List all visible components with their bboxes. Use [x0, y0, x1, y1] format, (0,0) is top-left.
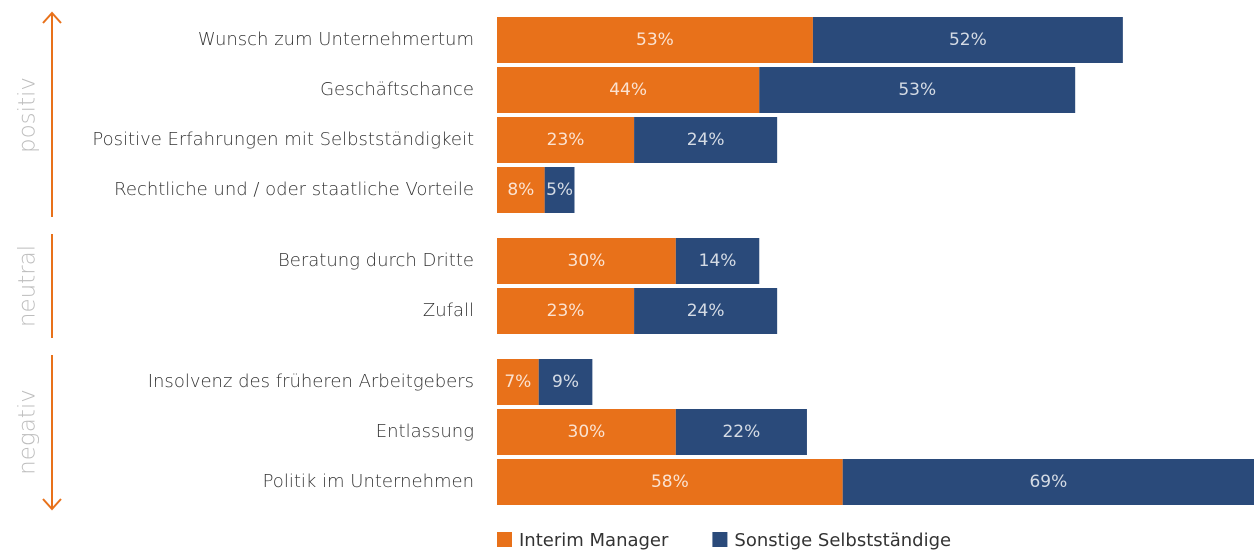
value-label: 14%	[699, 251, 737, 271]
category-label: Politik im Unternehmen	[263, 471, 474, 492]
bar-segment	[497, 17, 813, 63]
category-label: Rechtliche und / oder staatliche Vorteil…	[114, 179, 474, 200]
bar-segment	[675, 238, 760, 284]
category-label: Geschäftschance	[320, 79, 474, 100]
value-label: 23%	[547, 301, 585, 321]
bar-segment	[497, 67, 760, 113]
value-label: 58%	[651, 472, 689, 492]
group-label: neutral	[15, 245, 41, 327]
group-label: positiv	[15, 77, 41, 153]
value-label: 7%	[504, 372, 531, 392]
legend-label: Interim Manager	[519, 530, 669, 551]
category-label: Beratung durch Dritte	[278, 250, 474, 271]
value-label: 23%	[547, 130, 585, 150]
category-label: Insolvenz des früheren Arbeitgebers	[148, 371, 474, 392]
value-label: 24%	[687, 130, 725, 150]
bar-segment	[538, 359, 593, 405]
arrow-up	[42, 11, 62, 24]
category-label: Zufall	[423, 300, 474, 321]
bar-segment	[544, 167, 575, 213]
bar-segment	[497, 409, 676, 455]
legend-swatch	[497, 532, 512, 547]
category-label: Wunsch zum Unternehmertum	[198, 29, 474, 50]
bar-segment	[842, 459, 1254, 505]
bar-segment	[759, 67, 1076, 113]
bar-segment	[634, 288, 778, 334]
value-label: 30%	[568, 251, 606, 271]
bar-segment	[675, 409, 807, 455]
category-label: Positive Erfahrungen mit Selbstständigke…	[92, 129, 474, 150]
value-label: 30%	[568, 422, 606, 442]
category-label: Entlassung	[376, 421, 474, 442]
value-label: 53%	[898, 80, 936, 100]
value-label: 69%	[1029, 472, 1067, 492]
bar-segment	[497, 359, 539, 405]
value-label: 9%	[552, 372, 579, 392]
bar-segment	[497, 167, 545, 213]
bar-segment	[497, 117, 635, 163]
value-label: 44%	[609, 80, 647, 100]
value-label: 24%	[687, 301, 725, 321]
group-label: negativ	[15, 389, 41, 475]
value-label: 5%	[546, 180, 573, 200]
value-label: 52%	[949, 30, 987, 50]
bar-segment	[634, 117, 778, 163]
value-label: 53%	[636, 30, 674, 50]
value-label: 8%	[507, 180, 534, 200]
bar-segment	[497, 238, 676, 284]
bar-segment	[497, 288, 635, 334]
bar-segment	[812, 17, 1123, 63]
bar-segment	[497, 459, 843, 505]
legend-swatch	[712, 532, 728, 547]
arrow-down	[42, 498, 62, 511]
value-label: 22%	[722, 422, 760, 442]
legend-label: Sonstige Selbstständige	[734, 530, 951, 551]
